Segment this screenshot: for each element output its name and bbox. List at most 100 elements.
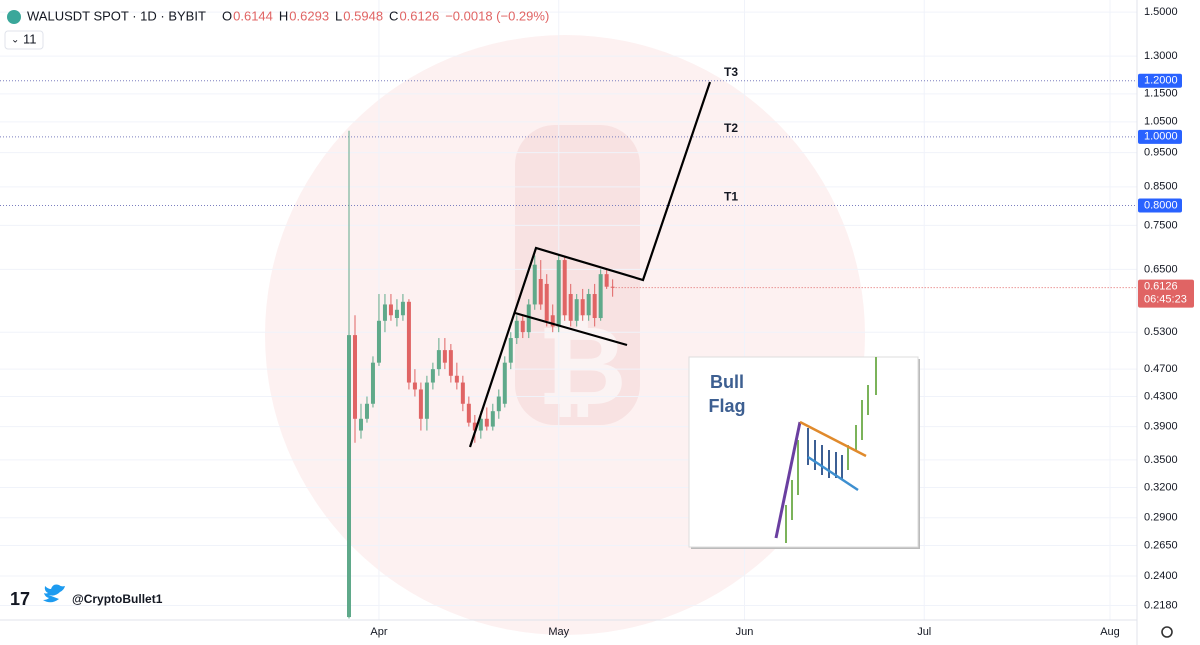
candle-body (418, 389, 423, 419)
indicator-count: 11 (23, 31, 37, 46)
y-tick-label: 0.4700 (1144, 363, 1178, 375)
candle-body (472, 422, 477, 431)
twitter-logo (43, 584, 65, 603)
candle-body (574, 299, 579, 321)
x-tick-label: Aug (1100, 626, 1120, 638)
tv-logo: 17 (10, 589, 30, 609)
y-tick-label: 0.6500 (1144, 263, 1178, 275)
branding: 17 @CryptoBullet1 (10, 584, 163, 609)
candle-body (448, 350, 453, 376)
candle-body (550, 315, 555, 327)
inset-flag-bars (807, 428, 843, 480)
candle-body (466, 403, 471, 423)
candle-body (382, 304, 387, 321)
ohlc-key: L (335, 8, 342, 23)
ohlc-key: O (222, 8, 232, 23)
x-tick-label: Jun (736, 626, 754, 638)
change-value: −0.0018 (−0.29%) (445, 8, 549, 23)
candle-body (586, 294, 591, 316)
drawings (468, 81, 712, 448)
y-tick-label: 0.9500 (1144, 147, 1178, 159)
candle-body (604, 274, 609, 287)
level-name: T2 (724, 121, 738, 135)
y-tick-label: 0.3200 (1144, 481, 1178, 493)
settings-button[interactable] (1161, 626, 1173, 638)
candle-body (454, 375, 459, 383)
level-tag (1138, 73, 1182, 88)
y-tick-label: 0.8500 (1144, 181, 1178, 193)
candle-body (376, 320, 381, 363)
ohlc-value: 0.6126 (399, 8, 439, 23)
inset-bars (785, 357, 877, 543)
y-tick-label: 0.2180 (1144, 599, 1178, 611)
candle-body (538, 279, 543, 305)
candle-body (394, 309, 399, 319)
candle-body (490, 411, 495, 427)
level-tag (1138, 129, 1182, 144)
candle-body (520, 320, 525, 333)
y-tick-label: 1.3000 (1144, 50, 1178, 62)
candle-body (478, 418, 483, 431)
candle-body (352, 335, 357, 419)
inset-title: Bull (710, 372, 744, 392)
level-label: 0.8000 (1144, 199, 1178, 211)
candle-body (370, 362, 375, 404)
candle-body (430, 369, 435, 383)
y-tick-label: 0.3900 (1144, 420, 1178, 432)
y-tick-label: 0.3500 (1144, 454, 1178, 466)
x-tick-label: Apr (370, 626, 387, 638)
inset-flag-top (799, 420, 867, 458)
candle-body (526, 304, 531, 333)
candle-body (568, 294, 573, 321)
candle-body (424, 382, 429, 419)
ohlc-value: 0.6144 (233, 8, 273, 23)
y-tick-label: 0.2650 (1144, 539, 1178, 551)
candle-body (358, 418, 363, 431)
inset-pole (774, 421, 802, 539)
y-tick-label: 0.7500 (1144, 219, 1178, 231)
candle-body (502, 362, 507, 404)
candle-body (347, 335, 351, 618)
candle-body (598, 274, 603, 319)
inset-flag-bottom (807, 455, 859, 492)
inset-title: Flag (708, 396, 745, 416)
x-tick-label: Jul (917, 626, 931, 638)
header: WALUSDT SPOT · 1D · BYBIT O 0.6144 H 0.6293… (4, 8, 549, 50)
grid (0, 0, 1137, 620)
author-handle: @CryptoBullet1 (72, 592, 163, 606)
ohlc-key: H (279, 8, 288, 23)
countdown: 06:45:23 (1144, 294, 1187, 306)
level-name: T3 (724, 65, 738, 79)
x-tick-label: May (548, 626, 569, 638)
symbol-logo (7, 10, 21, 24)
indicator-chevron: ⌄ (11, 35, 19, 46)
candle-body (556, 260, 561, 327)
price-label: 0.6126 (1144, 281, 1178, 293)
ohlc-key: C (389, 8, 398, 23)
level-tag (1138, 198, 1182, 213)
candle-body (484, 418, 489, 427)
candle-body (364, 403, 369, 419)
candle-body (514, 320, 519, 339)
candle-body (400, 301, 405, 316)
level-label: 1.0000 (1144, 131, 1178, 143)
candles (347, 130, 615, 619)
y-tick-label: 0.2400 (1144, 570, 1178, 582)
price-tag (1138, 279, 1194, 308)
indicator-toggle[interactable] (4, 30, 44, 50)
candle-body (436, 350, 441, 370)
y-tick-label: 0.2900 (1144, 512, 1178, 524)
candle-body (592, 294, 597, 319)
inset-box (688, 356, 919, 548)
ohlc-value: 0.6293 (289, 8, 329, 23)
candle-body (496, 396, 501, 412)
candle-body (412, 382, 417, 390)
ohlc-values: O 0.6144 H 0.6293 L 0.5948 C 0.6126 −0.0018 (−0.… (222, 8, 549, 23)
candle-body (544, 283, 549, 321)
inset: Bull Flag (688, 356, 920, 549)
trend-drawing (468, 81, 712, 448)
candle-body (442, 350, 447, 363)
y-tick-label: 1.5000 (1144, 6, 1178, 18)
y-tick-label: 0.4300 (1144, 390, 1178, 402)
